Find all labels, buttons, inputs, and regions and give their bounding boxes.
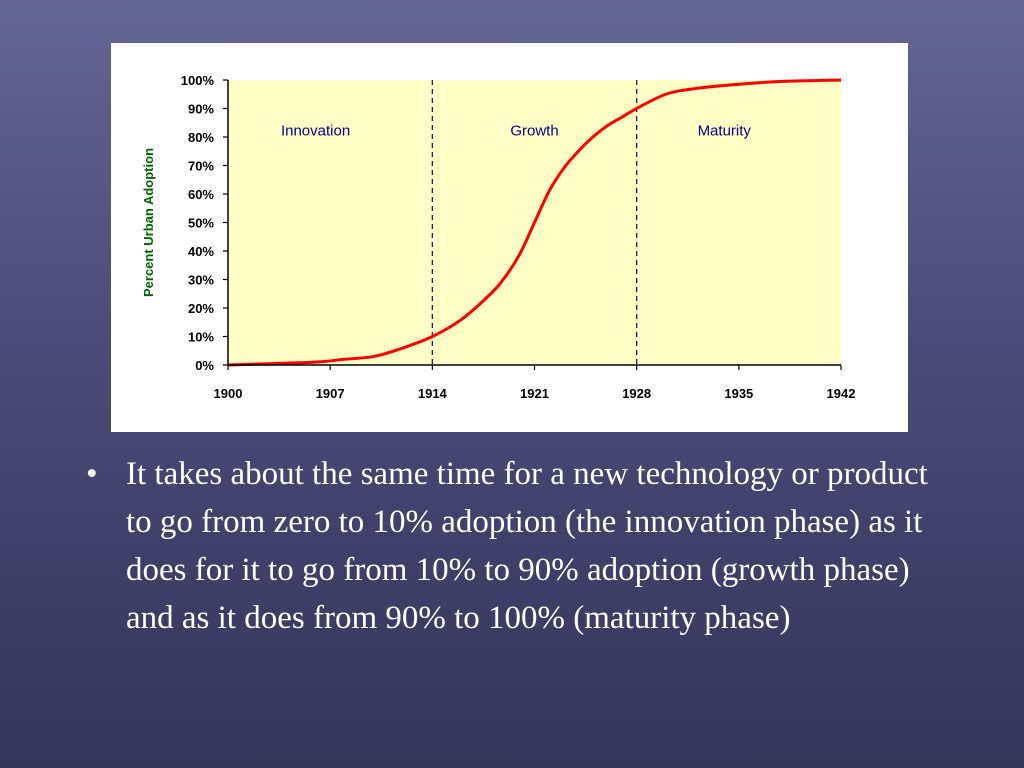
y-tick-label: 60% [188, 187, 214, 202]
bullet-point: • It takes about the same time for a new… [86, 450, 946, 642]
phase-labels: Innovation Growth Maturity [281, 123, 751, 140]
y-tick-label: 40% [188, 244, 214, 259]
x-tick-label: 1935 [724, 386, 753, 401]
phase-dividers [431, 80, 638, 365]
x-tick-label: 1900 [214, 386, 243, 401]
x-axis-ticks: 1900 1907 1914 1921 1928 1935 1942 [214, 365, 856, 401]
y-tick-label: 90% [188, 102, 214, 117]
y-tick-label: 70% [188, 159, 214, 174]
x-tick-label: 1928 [622, 386, 651, 401]
phase-label-maturity: Maturity [698, 123, 752, 140]
y-tick-label: 80% [188, 130, 214, 145]
y-tick-label: 50% [188, 216, 214, 231]
x-tick-label: 1914 [418, 386, 448, 401]
y-axis-label: Percent Urban Adoption [141, 148, 156, 297]
x-tick-label: 1921 [520, 386, 549, 401]
y-tick-label: 30% [188, 273, 214, 288]
y-tick-label: 20% [188, 301, 214, 316]
phase-label-innovation: Innovation [281, 123, 350, 140]
y-tick-label: 100% [181, 73, 215, 88]
bullet-text: It takes about the same time for a new t… [126, 456, 928, 636]
adoption-chart: Innovation Growth Maturity 0% 10% 20% 30% 40% 5… [141, 73, 856, 401]
x-tick-label: 1907 [316, 386, 345, 401]
bullet-symbol: • [86, 456, 98, 492]
chart-card: Innovation Growth Maturity 0% 10% 20% 30% 40% 5… [111, 43, 908, 432]
x-tick-label: 1942 [827, 386, 856, 401]
adoption-curve [227, 78, 842, 367]
phase-label-growth: Growth [510, 123, 558, 140]
y-tick-label: 10% [188, 330, 214, 345]
y-tick-label: 0% [195, 358, 214, 373]
y-axis-ticks: 0% 10% 20% 30% 40% 50% 60% 70% 80% 90% 100% [181, 73, 228, 373]
